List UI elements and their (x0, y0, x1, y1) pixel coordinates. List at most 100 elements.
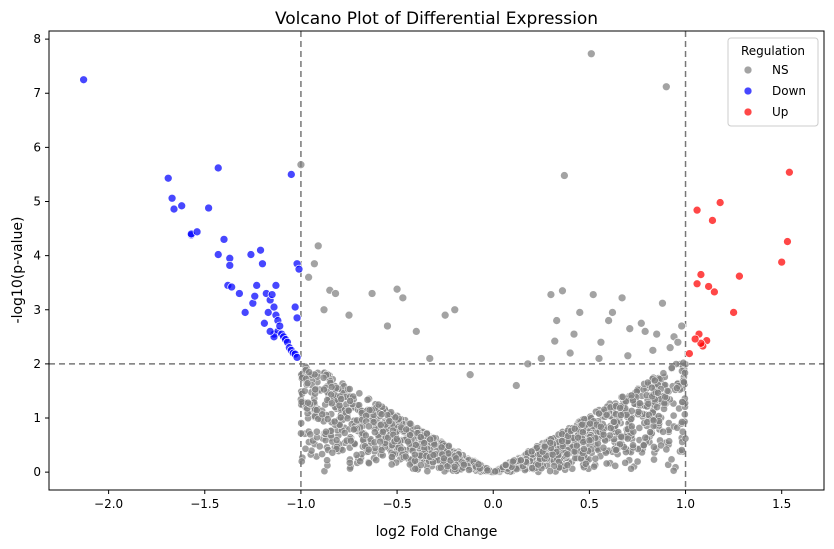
ns-cloud-point (602, 459, 611, 468)
ns-cloud-point (323, 456, 331, 465)
point-ns (640, 327, 650, 336)
ns-cloud-point (340, 429, 349, 437)
point-down (250, 291, 260, 301)
point-up (729, 308, 738, 317)
point-ns (313, 241, 323, 251)
ns-cloud-point (633, 457, 642, 466)
ns-cloud-point (611, 462, 620, 470)
point-up (735, 271, 744, 281)
ns-cloud-point (602, 411, 611, 419)
y-tick-label: 5 (33, 195, 41, 209)
point-ns (550, 336, 560, 346)
legend-box (727, 37, 819, 127)
ns-cloud-point (411, 441, 420, 449)
point-up (710, 287, 719, 297)
ns-cloud-point (401, 452, 410, 461)
ns-cloud-point (363, 395, 372, 404)
ns-cloud-point (590, 462, 598, 471)
point-ns (575, 308, 585, 317)
ns-cloud-point (528, 464, 537, 472)
point-ns (383, 321, 392, 331)
point-ns (319, 305, 329, 315)
ns-cloud-point (669, 411, 678, 420)
ns-cloud-point (345, 458, 354, 467)
ns-cloud-point (591, 454, 600, 463)
ns-cloud-point (634, 408, 643, 416)
ns-cloud-point (311, 385, 320, 394)
ns-cloud-point (546, 467, 554, 475)
point-ns (596, 337, 606, 347)
ns-cloud-point (673, 384, 681, 393)
point-ns (673, 337, 683, 347)
y-tick-label: 1 (33, 411, 41, 425)
ns-cloud-point (627, 407, 636, 415)
x-tick-label: −2.0 (94, 497, 123, 511)
point-ns (625, 324, 635, 334)
y-tick-label: 2 (33, 357, 41, 371)
ns-cloud-point (669, 466, 678, 475)
ns-cloud-point (312, 406, 321, 414)
ns-cloud-point (635, 424, 644, 432)
ns-cloud-point (411, 450, 419, 459)
y-tick-label: 3 (33, 303, 41, 317)
ns-cloud-point (659, 427, 667, 436)
ns-cloud-point (346, 397, 355, 405)
ns-cloud-point (346, 436, 355, 445)
ns-cloud-point (527, 447, 536, 456)
legend-label-up: Up (772, 105, 788, 119)
point-ns (608, 308, 617, 317)
ns-cloud-point (501, 461, 510, 469)
ns-cloud-point (665, 437, 673, 446)
point-ns (661, 82, 671, 92)
legend-marker-up (743, 107, 753, 117)
point-down (292, 353, 302, 362)
ns-cloud-point (356, 457, 364, 466)
ns-cloud-point (617, 411, 625, 419)
legend-marker-ns (743, 65, 753, 75)
point-down (260, 318, 269, 328)
ns-cloud-point (460, 460, 468, 469)
ns-cloud-point (612, 446, 620, 454)
point-ns (425, 354, 435, 363)
point-up (692, 279, 702, 289)
point-down (263, 308, 273, 317)
point-up (715, 198, 725, 207)
legend-label-down: Down (772, 84, 806, 98)
ns-cloud-point (558, 437, 566, 445)
point-down (258, 259, 267, 269)
ns-cloud-point (391, 413, 400, 422)
x-tick-label: 1.0 (676, 497, 695, 511)
legend: Regulation NS Down Up (727, 37, 819, 127)
ns-cloud-point (650, 376, 659, 385)
ns-cloud-point (580, 445, 588, 453)
y-tick-label: 6 (33, 140, 41, 154)
point-down (271, 281, 281, 290)
ns-cloud-point (659, 369, 668, 378)
x-tick-label: 1.5 (772, 497, 791, 511)
ns-cloud-point (644, 399, 653, 408)
ns-cloud-point (365, 459, 373, 468)
point-up (692, 205, 702, 215)
point-ns (558, 286, 567, 296)
point-ns (344, 310, 354, 320)
ns-cloud-point (300, 387, 309, 395)
ns-cloud-point (621, 458, 630, 467)
point-ns (440, 310, 450, 320)
ns-cloud-point (627, 422, 636, 431)
point-down (275, 321, 285, 331)
legend-label-ns: NS (772, 63, 789, 77)
ns-cloud-point (667, 363, 676, 372)
ns-cloud-point (646, 428, 655, 436)
ns-cloud-point (623, 434, 632, 443)
point-ns (296, 160, 306, 170)
ns-cloud-point (678, 427, 687, 436)
ns-cloud-point (322, 427, 330, 436)
ns-cloud-point (330, 417, 339, 426)
ns-cloud-point (599, 430, 608, 439)
ns-cloud-point (392, 435, 401, 443)
point-down (246, 250, 256, 259)
point-ns (560, 171, 569, 180)
ns-cloud-point (305, 368, 314, 377)
point-up (777, 257, 787, 267)
